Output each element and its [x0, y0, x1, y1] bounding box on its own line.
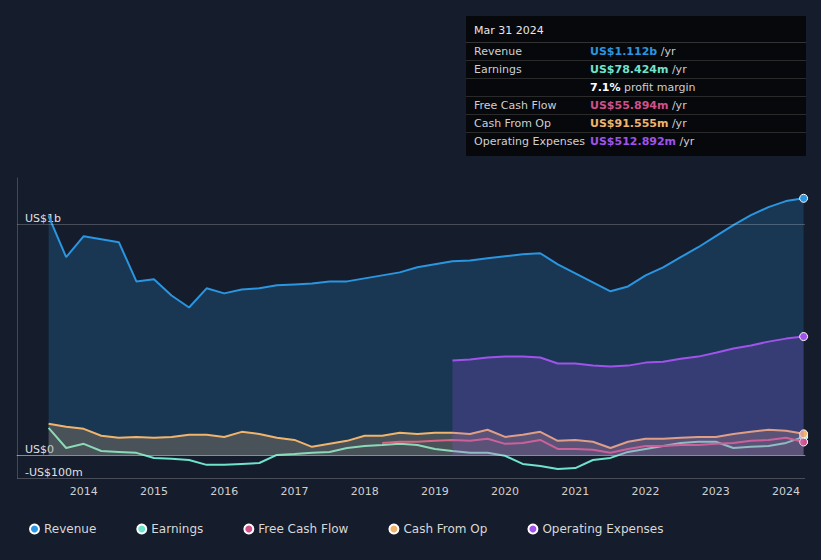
svg-text:2021: 2021	[561, 485, 589, 498]
html-text:Operating Expenses: Operating Expenses	[474, 135, 585, 148]
html-text:US$91.555m /yr: US$91.555m /yr	[590, 117, 687, 130]
html-text:US$78.424m /yr: US$78.424m /yr	[590, 63, 687, 76]
svg-text:2024: 2024	[772, 485, 800, 498]
svg-text:2014: 2014	[70, 485, 98, 498]
svg-text:2015: 2015	[140, 485, 168, 498]
svg-text:Operating Expenses: Operating Expenses	[542, 522, 663, 536]
svg-text:Earnings: Earnings	[151, 522, 203, 536]
html-text:Cash From Op: Cash From Op	[474, 117, 551, 130]
html-text:US$55.894m /yr: US$55.894m /yr	[590, 99, 687, 112]
svg-text:2017: 2017	[280, 485, 308, 498]
svg-text:Free Cash Flow: Free Cash Flow	[258, 522, 348, 536]
svg-text:2018: 2018	[351, 485, 379, 498]
svg-text:-US$100m: -US$100m	[25, 466, 83, 479]
html-text:Free Cash Flow: Free Cash Flow	[474, 99, 557, 112]
svg-text:Cash From Op: Cash From Op	[403, 522, 487, 536]
svg-text:2020: 2020	[491, 485, 519, 498]
svg-text:2022: 2022	[632, 485, 660, 498]
svg-text:2016: 2016	[210, 485, 238, 498]
html-text:Revenue: Revenue	[474, 45, 522, 58]
svg-text:2023: 2023	[702, 485, 730, 498]
html-text:US$1.112b /yr: US$1.112b /yr	[590, 45, 676, 58]
svg-text:US$1b: US$1b	[25, 212, 61, 225]
html-text:Mar 31 2024: Mar 31 2024	[474, 24, 544, 37]
svg-text:Revenue: Revenue	[44, 522, 96, 536]
html-text:7.1% profit margin: 7.1% profit margin	[590, 81, 696, 94]
svg-text:2019: 2019	[421, 485, 449, 498]
svg-text:US$0: US$0	[25, 442, 54, 456]
html-text:US$512.892m /yr: US$512.892m /yr	[590, 135, 695, 148]
html-text:Earnings: Earnings	[474, 63, 522, 76]
